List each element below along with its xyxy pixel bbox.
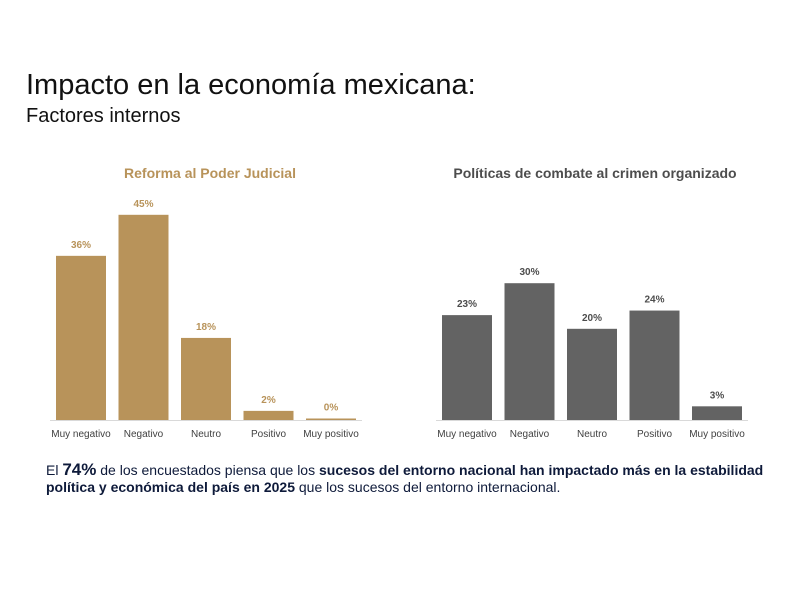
footer-text: de los encuestados piensa que los: [96, 462, 319, 478]
bar-neutro: [181, 337, 231, 420]
x-tick-label: Neutro: [577, 429, 607, 440]
bar-positivo: [629, 310, 680, 420]
chart-combate-crimen: Políticas de combate al crimen organizad…: [425, 160, 765, 450]
data-label: 23%: [457, 299, 477, 310]
footer-text: que los sucesos del entorno internaciona…: [295, 479, 561, 495]
x-tick-label: Positivo: [251, 429, 286, 440]
x-tick-label: Muy positivo: [303, 429, 359, 440]
chart-svg: 36% Muy negativo 45% Negativo 18% Neutro 2% Pos…: [50, 199, 362, 440]
bar-negativo: [504, 283, 555, 420]
data-label: 3%: [710, 390, 725, 401]
x-tick-label: Negativo: [124, 429, 164, 440]
x-tick-label: Negativo: [510, 429, 550, 440]
chart-svg: 23% Muy negativo 30% Negativo 20% Neutro 24% Po…: [436, 267, 748, 440]
footer-summary: El 74% de los encuestados piensa que los…: [46, 461, 766, 496]
data-label: 0%: [324, 403, 339, 414]
data-label: 18%: [196, 322, 216, 333]
x-tick-label: Positivo: [637, 429, 672, 440]
footer-highlight-text: sucesos del entorno nacional han impacta…: [46, 462, 764, 495]
page-subtitle: Factores internos: [26, 105, 181, 127]
footer-text: El: [46, 462, 63, 478]
bar-muy-negativo: [442, 315, 492, 420]
data-label: 20%: [582, 313, 602, 324]
data-label: 45%: [133, 199, 153, 210]
page-title: Impacto en la economía mexicana:: [26, 69, 476, 101]
bar-muy-negativo: [56, 255, 106, 420]
chart-title: Reforma al Poder Judicial: [124, 165, 296, 181]
bar-positivo: [243, 410, 294, 420]
x-tick-label: Muy negativo: [51, 429, 111, 440]
chart-reforma-judicial: Reforma al Poder Judicial 36% Muy negativ…: [40, 160, 380, 450]
bar-muy-positivo: [692, 406, 742, 420]
bar-muy-positivo: [306, 418, 356, 420]
bar-neutro: [567, 328, 617, 420]
footer-highlight-percent: 74%: [62, 460, 97, 479]
data-label: 2%: [261, 395, 276, 406]
data-label: 36%: [71, 240, 91, 251]
x-tick-label: Muy positivo: [689, 429, 745, 440]
bar-negativo: [118, 214, 169, 420]
chart-title: Políticas de combate al crimen organizad…: [453, 165, 737, 181]
data-label: 30%: [519, 267, 539, 278]
x-tick-label: Muy negativo: [437, 429, 497, 440]
data-label: 24%: [644, 295, 664, 306]
x-tick-label: Neutro: [191, 429, 221, 440]
